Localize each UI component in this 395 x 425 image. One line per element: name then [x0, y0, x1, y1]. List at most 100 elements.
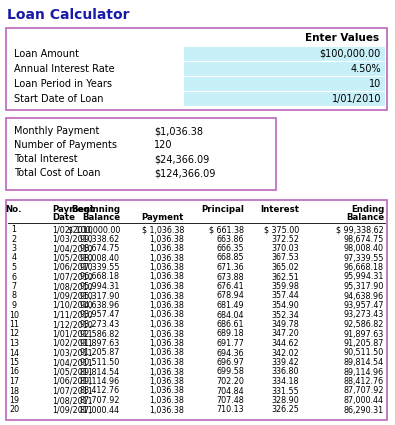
Text: 1/09/2011: 1/09/2011: [52, 405, 93, 414]
Text: 2: 2: [11, 235, 17, 244]
Text: 668.85: 668.85: [216, 253, 244, 263]
Text: $ 99,338.62: $ 99,338.62: [336, 225, 384, 234]
Text: 678.94: 678.94: [216, 292, 244, 300]
Text: 97,339.55: 97,339.55: [344, 253, 384, 263]
Text: 98,674.75: 98,674.75: [80, 244, 120, 253]
Text: 97,339.55: 97,339.55: [79, 263, 120, 272]
Text: 1/11/2010: 1/11/2010: [52, 311, 92, 320]
Text: Payment: Payment: [142, 213, 184, 222]
Text: 91,205.87: 91,205.87: [344, 339, 384, 348]
Text: 10: 10: [369, 79, 381, 89]
Text: 334.18: 334.18: [271, 377, 299, 386]
Text: 99,338.62: 99,338.62: [80, 235, 120, 244]
Text: 1: 1: [11, 225, 17, 234]
Text: 1/09/2010: 1/09/2010: [52, 292, 93, 300]
Text: 663.86: 663.86: [216, 235, 244, 244]
Text: 92,586.82: 92,586.82: [80, 329, 120, 338]
Bar: [184, 47, 385, 60]
Text: 120: 120: [154, 140, 173, 150]
Text: 1/07/2011: 1/07/2011: [52, 386, 93, 396]
Text: 347.20: 347.20: [271, 329, 299, 338]
Text: $ 661.38: $ 661.38: [209, 225, 244, 234]
Text: 95,317.90: 95,317.90: [344, 282, 384, 291]
Text: 93,957.47: 93,957.47: [79, 311, 120, 320]
Text: 1,036.38: 1,036.38: [149, 377, 184, 386]
Text: 87,707.92: 87,707.92: [344, 386, 384, 396]
Text: 1/06/2011: 1/06/2011: [52, 377, 92, 386]
Text: 6: 6: [11, 272, 17, 281]
Text: 696.97: 696.97: [216, 358, 244, 367]
Text: 1,036.38: 1,036.38: [149, 301, 184, 310]
Text: 365.02: 365.02: [271, 263, 299, 272]
Text: 1,036.38: 1,036.38: [149, 358, 184, 367]
Text: 352.34: 352.34: [271, 311, 299, 320]
Text: 93,273.43: 93,273.43: [80, 320, 120, 329]
Text: 1,036.38: 1,036.38: [149, 311, 184, 320]
Text: 18: 18: [9, 386, 19, 396]
Text: 1/08/2011: 1/08/2011: [52, 396, 92, 405]
Text: No.: No.: [6, 205, 22, 214]
Text: 1,036.38: 1,036.38: [149, 339, 184, 348]
Text: 91,897.63: 91,897.63: [344, 329, 384, 338]
Text: Start Date of Loan: Start Date of Loan: [14, 94, 103, 104]
Text: 96,668.18: 96,668.18: [80, 272, 120, 281]
Text: 11: 11: [9, 320, 19, 329]
Text: 1,036.38: 1,036.38: [149, 320, 184, 329]
Bar: [184, 77, 385, 91]
Text: 691.77: 691.77: [216, 339, 244, 348]
Text: 91,205.87: 91,205.87: [80, 348, 120, 357]
Text: 1,036.38: 1,036.38: [149, 386, 184, 396]
Text: 676.41: 676.41: [216, 282, 244, 291]
Text: Date: Date: [52, 213, 75, 222]
Text: 89,814.54: 89,814.54: [344, 358, 384, 367]
Text: 15: 15: [9, 358, 19, 367]
Bar: [184, 62, 385, 76]
Text: 339.42: 339.42: [271, 358, 299, 367]
Text: 1/06/2010: 1/06/2010: [52, 263, 92, 272]
Text: 684.04: 684.04: [216, 311, 244, 320]
Text: 699.58: 699.58: [216, 368, 244, 377]
Text: 1/03/2011: 1/03/2011: [52, 348, 92, 357]
Text: 89,814.54: 89,814.54: [80, 368, 120, 377]
Text: 359.98: 359.98: [271, 282, 299, 291]
Text: 1,036.38: 1,036.38: [149, 244, 184, 253]
Text: $ 375.00: $ 375.00: [264, 225, 299, 234]
Text: 96,668.18: 96,668.18: [344, 263, 384, 272]
Text: 1/12/2010: 1/12/2010: [52, 320, 93, 329]
Text: Annual Interest Rate: Annual Interest Rate: [14, 64, 115, 74]
Text: 93,957.47: 93,957.47: [344, 301, 384, 310]
Text: 95,317.90: 95,317.90: [80, 292, 120, 300]
Text: Number of Payments: Number of Payments: [14, 140, 117, 150]
Text: 94,638.96: 94,638.96: [80, 301, 120, 310]
Text: 362.51: 362.51: [271, 272, 299, 281]
Text: 1,036.38: 1,036.38: [149, 253, 184, 263]
Text: 5: 5: [11, 263, 17, 272]
Text: 1/01/2011: 1/01/2011: [52, 329, 92, 338]
Text: 370.03: 370.03: [271, 244, 299, 253]
Text: 372.52: 372.52: [271, 235, 299, 244]
Text: 707.48: 707.48: [216, 396, 244, 405]
Text: 17: 17: [9, 377, 19, 386]
Text: $ 1,036.38: $ 1,036.38: [142, 225, 184, 234]
Text: Interest: Interest: [260, 205, 299, 214]
Text: $100,000.00: $100,000.00: [320, 49, 381, 59]
Text: Balance: Balance: [82, 213, 120, 222]
Text: 20: 20: [9, 405, 19, 414]
Text: 4: 4: [11, 253, 17, 263]
Text: 1,036.38: 1,036.38: [149, 405, 184, 414]
Text: 88,412.76: 88,412.76: [80, 386, 120, 396]
Text: Ending: Ending: [351, 205, 384, 214]
Text: 1/03/2010: 1/03/2010: [52, 235, 92, 244]
Text: 9: 9: [11, 301, 17, 310]
Text: 704.84: 704.84: [216, 386, 244, 396]
Text: 342.02: 342.02: [271, 348, 299, 357]
Text: 328.90: 328.90: [271, 396, 299, 405]
Text: 367.53: 367.53: [271, 253, 299, 263]
Text: 98,008.40: 98,008.40: [344, 244, 384, 253]
Text: Loan Amount: Loan Amount: [14, 49, 79, 59]
Text: 98,674.75: 98,674.75: [344, 235, 384, 244]
Text: 87,000.44: 87,000.44: [344, 396, 384, 405]
Text: 349.78: 349.78: [271, 320, 299, 329]
Text: 689.18: 689.18: [216, 329, 244, 338]
Text: 14: 14: [9, 348, 19, 357]
